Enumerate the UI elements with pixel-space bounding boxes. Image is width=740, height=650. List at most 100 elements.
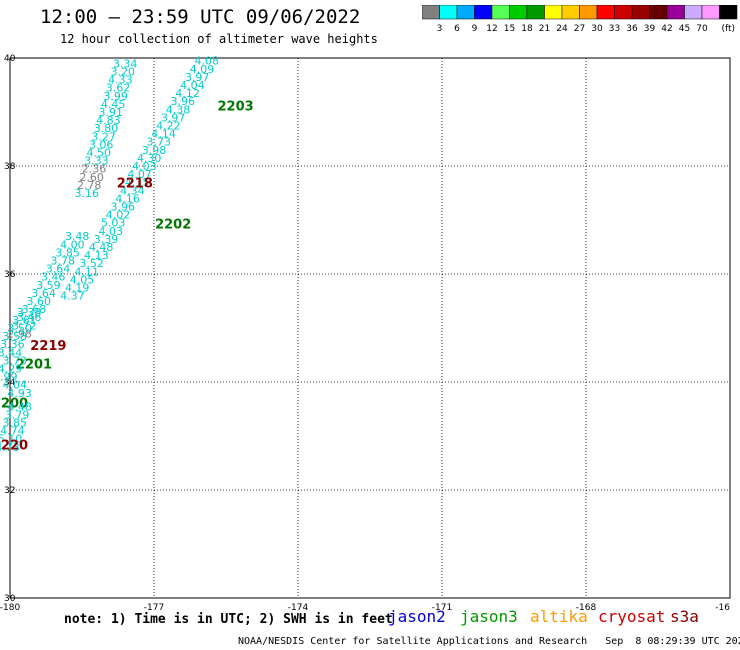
wave-height-label: 4.04 <box>180 79 205 92</box>
wave-height-label: 4.45 <box>101 98 126 111</box>
wave-height-label: 4.48 <box>7 400 32 413</box>
wave-height-label: 3.62 <box>106 82 131 95</box>
wave-height-label: 3.16 <box>75 187 100 200</box>
colorbar-label: 12 <box>486 24 497 34</box>
wave-height-label: 4.13 <box>84 249 109 262</box>
wave-height-label: 4.11 <box>75 265 100 278</box>
colorbar-label: 36 <box>626 24 638 34</box>
colorbar-label: 6 <box>454 24 460 34</box>
wave-height-label: 4.02 <box>106 209 131 222</box>
pass-time-label: 2201 <box>16 358 52 373</box>
wave-height-label: 4.22 <box>156 120 181 133</box>
wave-height-label: 4.16 <box>115 192 140 205</box>
wave-height-label: 3.97 <box>185 71 210 84</box>
wave-height-label: 3.64 <box>31 287 56 300</box>
wave-height-label: 3.46 <box>41 271 66 284</box>
x-tick-label: -177 <box>144 603 164 613</box>
colorbar-label: (ft) <box>722 24 736 34</box>
colorbar-label: 18 <box>521 24 533 34</box>
pass-time-label: 2220 <box>0 439 28 454</box>
wave-height-label: 3.97 <box>161 111 186 124</box>
wave-height-label: 3.78 <box>51 255 76 268</box>
wave-height-colorbar: 3 6 9 12 15 18 21 24 27 30 33 36 39 42 45 70 (ft) <box>422 5 738 34</box>
colorbar-label: 33 <box>609 24 620 34</box>
wave-height-label: 3.73 <box>147 136 172 149</box>
colorbar-label: 21 <box>539 24 550 34</box>
wave-height-label: 4.07 <box>127 168 152 181</box>
colorbar-label: 30 <box>591 24 603 34</box>
wave-height-label: 3.68 <box>22 303 47 316</box>
wave-height-label: 4.15 <box>125 176 150 189</box>
wave-height-label: 4.37 <box>60 290 85 303</box>
wave-height-label: 4.33 <box>108 74 133 87</box>
x-tick-label: -180 <box>0 603 20 613</box>
wave-height-label: 3.99 <box>0 371 17 384</box>
wave-height-label: 3.64 <box>46 263 71 276</box>
wave-height-label: 3.96 <box>171 95 196 108</box>
wave-height-label: 4.19 <box>65 282 90 295</box>
colorbar-label: 24 <box>556 24 568 34</box>
wave-height-label: 3.06 <box>89 138 114 151</box>
wave-height-label: 5.10 <box>0 433 22 446</box>
wave-height-label: 3.80 <box>94 122 119 135</box>
wave-height-label: 4.30 <box>137 152 162 165</box>
wave-height-label: 4.04 <box>3 379 28 392</box>
pass-time-label: 2202 <box>155 217 191 232</box>
pass-time-label: 2200 <box>0 397 28 412</box>
legend-cryosat: cryosat <box>598 607 666 626</box>
legend-jason3: jason3 <box>460 607 518 626</box>
wave-height-label: 3.33 <box>84 155 109 168</box>
x-tick-label: -16 <box>715 603 730 613</box>
colorbar-label: 70 <box>696 24 708 34</box>
wave-height-label: 4.29 <box>0 363 22 376</box>
wave-height-label: 3.52 <box>79 257 104 270</box>
colorbar-label: 45 <box>679 24 690 34</box>
wave-height-label: 4.08 <box>195 55 220 68</box>
page-subtitle: 12 hour collection of altimeter wave hei… <box>60 32 378 46</box>
wave-height-label: 3.39 <box>94 233 119 246</box>
footer-credit: NOAA/NESDIS Center for Satellite Applica… <box>238 636 740 647</box>
legend-altika: altika <box>530 607 588 626</box>
wave-height-label: 4.48 <box>89 241 114 254</box>
wave-height-label: 3.20 <box>111 66 136 79</box>
wave-height-label: 3.85 <box>55 246 80 259</box>
colorbar-swatch <box>719 5 738 20</box>
wave-height-label: 4.93 <box>7 387 32 400</box>
wave-height-label: 3.96 <box>111 201 136 214</box>
wave-height-label: 2.78 <box>77 179 102 192</box>
x-tick-label: -168 <box>576 603 597 613</box>
wave-height-label: 3.79 <box>5 408 30 421</box>
y-tick-label: 40 <box>4 54 16 64</box>
wave-height-label: 3.46 <box>17 311 42 324</box>
wave-height-label: 4.12 <box>175 87 200 100</box>
wave-height-label: 4.03 <box>99 225 124 238</box>
wave-height-label: 3.27 <box>91 130 116 143</box>
wave-height-label: 3.48 <box>65 230 90 243</box>
y-tick-label: 32 <box>4 486 15 496</box>
colorbar-label: 15 <box>504 24 515 34</box>
legend-s3a: s3a <box>670 607 699 626</box>
legend-jason2: jason2 <box>388 607 446 626</box>
wave-height-label: 2.36 <box>82 163 107 176</box>
wave-height-label: 3.50 <box>7 322 32 335</box>
y-tick-label: 30 <box>4 594 16 604</box>
wave-height-label: 4.50 <box>87 147 112 160</box>
colorbar-label: 27 <box>574 24 585 34</box>
wave-height-label: 3.38 <box>17 306 42 319</box>
wave-height-label: 3.60 <box>27 295 52 308</box>
wave-height-label: 3.44 <box>0 346 22 359</box>
wave-height-label: 4.34 <box>120 184 145 197</box>
wave-height-label: 3.59 <box>36 279 61 292</box>
wave-height-label: 5.03 <box>101 217 126 230</box>
wave-height-label: 4.05 <box>70 273 95 286</box>
x-tick-label: -171 <box>432 603 452 613</box>
wave-height-label: 3.58 <box>3 330 28 343</box>
wave-height-label: 3.85 <box>3 417 28 430</box>
wave-height-label: 4.74 <box>0 425 25 438</box>
x-tick-label: -174 <box>288 603 309 613</box>
wave-height-label: 3.99 <box>103 90 128 103</box>
wave-height-label: 4.00 <box>60 238 85 251</box>
wave-height-label: 3.36 <box>0 338 25 351</box>
colorbar-label: 9 <box>472 24 478 34</box>
